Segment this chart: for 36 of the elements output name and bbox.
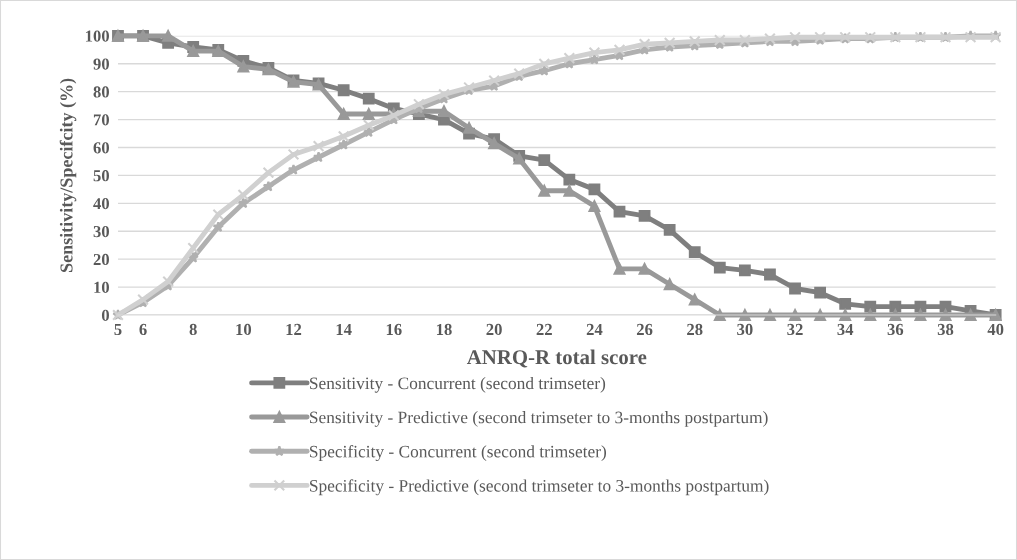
x-tick-label: 32: [787, 323, 803, 336]
x-tick-label: 16: [386, 323, 402, 336]
x-tick-label: 22: [536, 323, 552, 335]
legend-label: Specificity - Concurrent (second trimseter): [310, 445, 607, 462]
x-tick-label: 30: [737, 323, 753, 336]
y-tick-label: 20: [93, 253, 109, 266]
y-tick-label: 0: [101, 309, 109, 321]
y-axis-title: Sensitivity/Specifcity (%): [59, 78, 77, 272]
x-tick-label: 40: [987, 323, 1004, 336]
legend-label: Sensitivity - Concurrent (second trimseter): [310, 376, 606, 393]
legend-label: Specificity - Predictive (second trimseter to 3-months postpartum): [310, 479, 769, 496]
x-tick-label: 14: [336, 323, 352, 335]
x-tick-label: 10: [236, 323, 252, 336]
x-tick-label: 5: [114, 323, 122, 336]
y-tick-label: 30: [93, 225, 109, 238]
x-tick-label: 20: [486, 323, 502, 336]
x-tick-label: 18: [436, 323, 452, 336]
x-axis-title: ANRQ-R total score: [466, 349, 647, 368]
y-tick-label: 40: [93, 198, 109, 210]
y-tick-label: 10: [94, 281, 109, 294]
x-tick-label: 24: [586, 323, 603, 335]
y-tick-label: 50: [93, 170, 109, 182]
y-tick-label: 80: [93, 86, 109, 98]
legend-label: Sensitivity - Predictive (second trimseter to 3-months postpartum): [310, 411, 768, 427]
x-tick-label: 38: [937, 323, 954, 336]
x-tick-label: 34: [837, 323, 854, 336]
x-tick-label: 26: [636, 323, 653, 336]
x-tick-label: 28: [687, 323, 703, 336]
y-tick-label: 90: [93, 58, 109, 70]
x-tick-label: 8: [189, 323, 197, 336]
y-tick-label: 100: [85, 30, 109, 42]
x-tick-label: 12: [286, 323, 302, 335]
y-tick-label: 60: [93, 142, 109, 154]
x-tick-label: 36: [887, 323, 904, 336]
x-tick-label: 6: [139, 323, 147, 336]
y-tick-label: 70: [93, 114, 109, 126]
